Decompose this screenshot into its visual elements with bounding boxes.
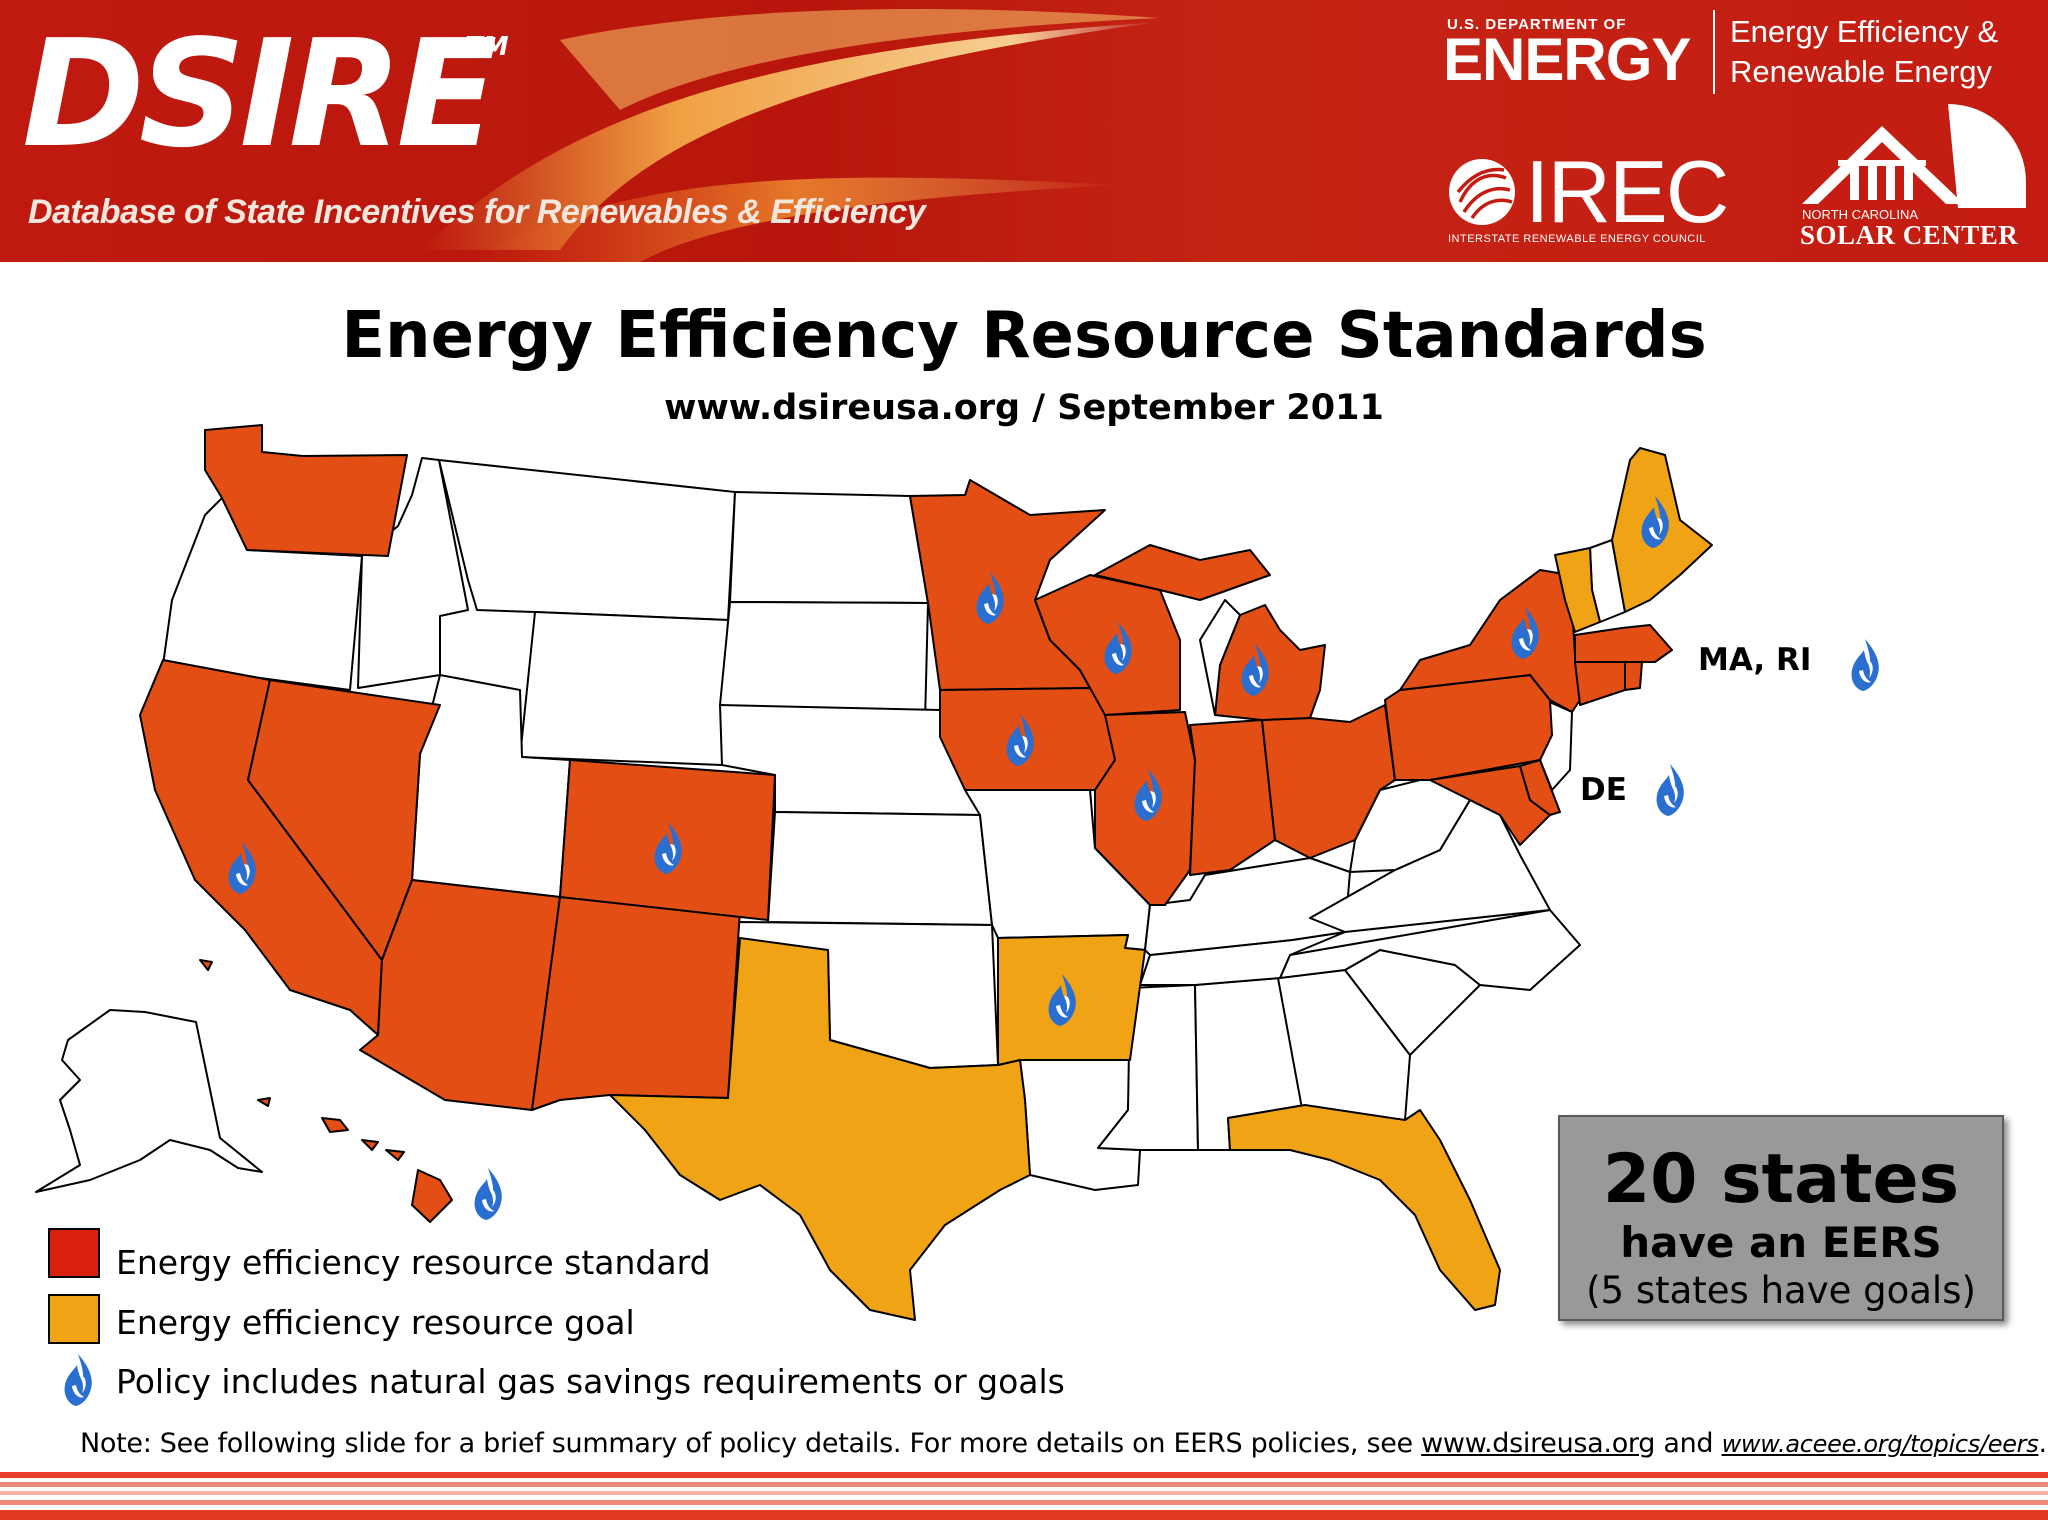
footnote: Note: See following slide for a brief su… [80,1427,2047,1461]
gas-flame-icon [1656,764,1684,816]
stats-box: 20 states have an EERS (5 states have go… [1558,1115,2004,1321]
state-hi-4 [385,1149,405,1161]
states-standard [139,424,1673,1223]
state-fl [1227,1104,1501,1311]
state-hi-2 [321,1117,349,1133]
state-mi-up [1094,544,1271,601]
page-subtitle: www.dsireusa.org / September 2011 [664,388,1384,428]
state-in [1189,719,1276,876]
footnote-end: . [2038,1428,2047,1459]
state-wa [204,424,408,557]
states-no-policy [162,457,1626,1191]
footnote-text: Note: See following slide for a brief su… [80,1428,1422,1459]
state-vt [1554,547,1601,633]
state-ak [35,1009,263,1193]
eere-line2: Renewable Energy [1730,54,1992,89]
dsire-tagline: Database of State Incentives for Renewab… [28,193,926,231]
irec-logo-text: IREC [1525,142,1729,241]
page-title: Energy Efficiency Resource Standards [341,299,1707,373]
footer-stripe [0,1482,2048,1487]
footer-stripe [0,1472,2048,1478]
trademark-mark: TM [465,32,509,62]
footer-stripe [0,1491,2048,1495]
dsire-logo: DSIRE [22,8,498,180]
gas-flame-icon [474,1168,502,1220]
stats-line2: have an EERS [1620,1218,1942,1267]
state-ct [1574,661,1626,706]
state-ks [767,811,993,926]
footnote-and: and [1655,1428,1722,1459]
label-de: DE [1580,772,1627,808]
header-banner: DSIRE TM Database of State Incentives fo… [0,0,2048,262]
legend-gas-label: Policy includes natural gas savings requ… [116,1362,1065,1401]
state-nc [1279,909,1581,991]
state-ri [1624,661,1643,691]
eere-label: Energy Efficiency & Renewable Energy [1730,12,1998,92]
footer-stripe [0,1510,2048,1520]
ncsc-state-label: NORTH CAROLINA [1802,207,1919,222]
state-de [1519,759,1561,816]
eere-line1: Energy Efficiency & [1730,14,1999,49]
legend-goal-swatch [48,1294,100,1344]
doe-divider [1713,10,1715,94]
legend-standard-label: Energy efficiency resource standard [116,1243,711,1282]
footer-stripe [0,1500,2048,1505]
state-ca-islands [199,959,213,971]
legend-standard-swatch [48,1228,100,1278]
state-mt [438,459,736,621]
solar-center-house-icon [1802,104,2026,208]
doe-dept-label: U.S. DEPARTMENT OF [1447,16,1627,33]
irec-subtitle: INTERSTATE RENEWABLE ENERGY COUNCIL [1448,233,1706,245]
gas-flame-icon [1851,639,1879,691]
state-hi-3 [361,1139,379,1151]
header-swoosh [420,9,1160,262]
state-wy [519,611,729,766]
stats-count: 20 states [1602,1140,1960,1219]
state-nd [729,491,929,604]
state-ma [1574,624,1673,663]
state-oh [1261,704,1396,859]
state-nm [531,896,741,1111]
legend-goal-label: Energy efficiency resource goal [116,1303,635,1342]
aceee-link[interactable]: www.aceee.org/topics/eers [1721,1430,2039,1458]
ncsc-name-label: SOLAR CENTER [1800,220,2019,250]
state-hi-5 [411,1169,453,1223]
irec-globe-icon [1449,159,1515,225]
dsireusa-link[interactable]: www.dsireusa.org [1421,1428,1656,1459]
lake-michigan [1199,599,1241,716]
state-id [357,457,469,689]
legend-gas-flame-icon [64,1354,92,1406]
label-ma-ri: MA, RI [1698,642,1812,678]
doe-energy-label: ENERGY [1443,26,1691,93]
state-hi-1 [257,1097,271,1107]
state-tx [609,937,1031,1321]
stats-line3: (5 states have goals) [1586,1269,1976,1312]
